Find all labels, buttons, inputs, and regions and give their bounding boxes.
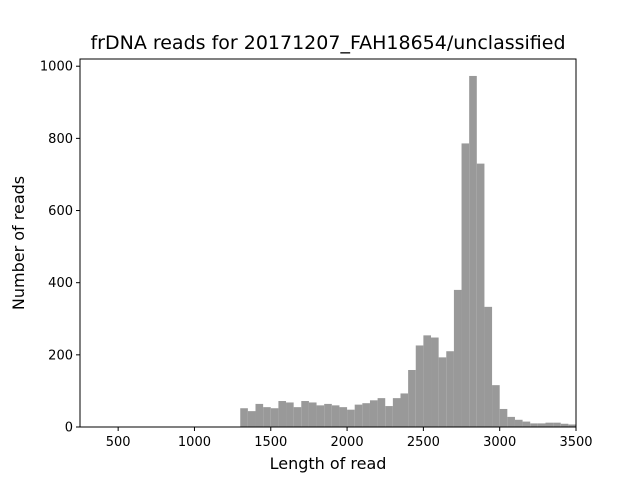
histogram-bar [537,423,546,427]
y-tick-label: 600 [48,204,73,219]
x-tick-label: 1500 [254,435,287,450]
histogram-bar [270,408,279,427]
histogram-bar [522,421,531,427]
histogram-bars [240,75,576,428]
histogram-bar [408,369,416,427]
histogram-bar [308,402,317,427]
histogram-bar [293,407,302,427]
histogram-bar [453,289,462,427]
x-axis-label: Length of read [270,454,387,473]
histogram-bar [263,407,271,427]
histogram-bar [316,405,325,427]
histogram-bar [530,423,538,427]
x-tick-label: 3500 [559,435,592,450]
plot-frame [79,58,577,428]
histogram-bar [278,401,287,427]
y-axis-label: Number of reads [9,176,28,310]
histogram-bar [377,398,386,427]
y-axis-ticks: 0 200 400 600 800 1000 [40,60,80,436]
histogram-bar [484,306,493,427]
histogram-bar [514,419,523,427]
x-tick-label: 2000 [331,435,364,450]
histogram-bar [369,400,378,427]
histogram-bar [331,405,340,427]
x-tick-label: 2500 [407,435,440,450]
y-tick-label: 800 [48,132,73,147]
histogram-bar [423,335,432,427]
y-tick-label: 0 [65,421,73,436]
histogram-bar [415,345,424,427]
histogram-bar [255,403,264,427]
histogram-bar [324,403,332,427]
histogram-bar [499,408,508,427]
histogram-bar [476,163,485,428]
chart-title: frDNA reads for 20171207_FAH18654/unclas… [90,32,565,54]
x-tick-label: 1000 [178,435,211,450]
x-axis-ticks: 500 1000 1500 2000 2500 3000 3500 [106,427,593,450]
histogram-bar [385,406,393,427]
histogram-bar [247,411,256,427]
histogram-bar [492,385,500,427]
histogram-bar [431,337,439,427]
y-tick-label: 1000 [40,60,73,75]
histogram-bar [553,422,561,427]
histogram-bar [438,357,447,427]
histogram-bar [339,407,348,427]
histogram-bar [568,424,576,427]
histogram-bar [446,351,454,427]
histogram-bar [286,402,294,427]
histogram-bar [362,403,370,427]
y-tick-label: 200 [48,348,73,363]
y-tick-label: 400 [48,276,73,291]
histogram-bar [469,75,477,428]
histogram-bar [347,409,355,427]
histogram-bar [354,404,363,427]
histogram-bar [301,401,309,427]
x-tick-label: 500 [106,435,131,450]
x-tick-label: 3000 [483,435,516,450]
histogram-bar [507,416,515,427]
histogram-bar [240,408,248,427]
histogram-bar [560,423,569,427]
histogram-bar [392,398,401,427]
histogram-bar [461,143,470,427]
histogram-bar [545,422,554,427]
histogram-bar [400,393,409,427]
